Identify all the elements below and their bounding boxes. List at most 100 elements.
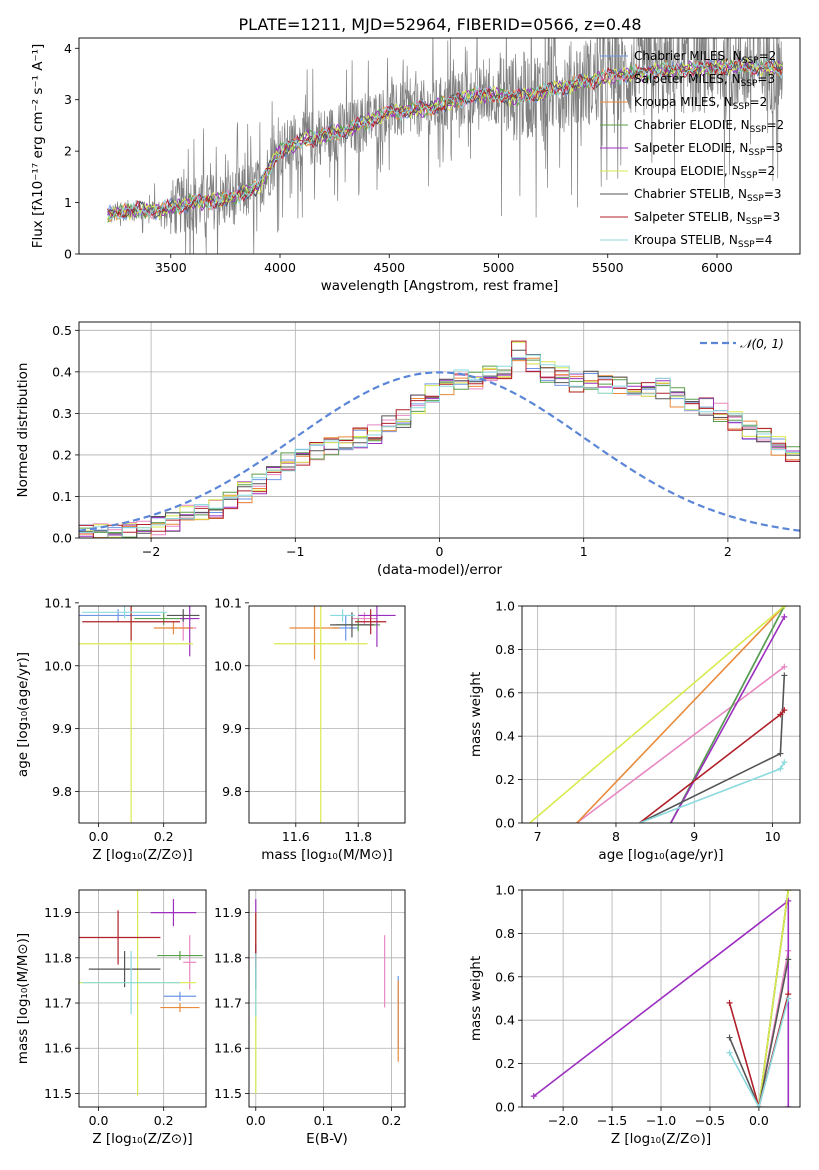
mass-weight-line-6: [728, 959, 790, 1107]
y-tick-label: 0.4: [52, 364, 72, 379]
y-tick-label: 11.6: [44, 1041, 72, 1056]
x-tick-label: −2.0: [548, 1113, 578, 1128]
mass-weight-line-5: [529, 606, 785, 823]
mass-weight-point: [726, 1049, 733, 1056]
plot-area: [249, 606, 405, 823]
y-tick-label: 11.6: [214, 1041, 242, 1056]
axes-frame: [78, 37, 801, 255]
y-tick-label: 11.8: [214, 950, 242, 965]
axes-frame: [78, 321, 801, 539]
mass-weight-point: [755, 1104, 762, 1107]
legend-end: =2: [750, 95, 768, 109]
legend-entry: Chabrier STELIB, NSSP=3: [634, 187, 782, 204]
y-axis-label: mass [log₁₀(M/M⊙)]: [15, 933, 31, 1064]
axes-frame: [248, 605, 406, 824]
panel-spectrum: 3500 4000 4500 5000 5500 6000 0 1 2 3 4 wavelength …: [30, 37, 801, 294]
y-tick-label: 9.9: [52, 721, 72, 736]
axes-frame: [521, 889, 801, 1108]
legend-text: Kroupa MILES, N: [634, 95, 733, 109]
legend-end: =3: [765, 141, 783, 155]
y-tick-label: 0.0: [52, 531, 72, 546]
legend-text: Chabrier ELODIE, N: [634, 118, 750, 132]
mass-weight-point: [781, 613, 788, 620]
legend-text: Chabrier STELIB, N: [634, 187, 747, 201]
figure-title: PLATE=1211, MJD=52964, FIBERID=0566, z=0…: [238, 15, 641, 34]
legend-sub: SSP: [748, 148, 765, 158]
legend-entry: Chabrier ELODIE, NSSP=2: [634, 118, 784, 135]
mass-weight-line-4: [670, 616, 786, 823]
x-tick-label: 0.2: [154, 829, 174, 844]
x-axis-label: age [log₁₀(age/yr)]: [598, 847, 723, 863]
x-axis-label: mass [log₁₀(M/M⊙)]: [261, 847, 392, 863]
x-tick-label: 0.0: [89, 1113, 109, 1128]
y-tick-label: 0.2: [52, 447, 72, 462]
axes-frame: [521, 605, 801, 824]
y-tick-label: 1: [64, 195, 72, 210]
axes-frame: [78, 605, 207, 824]
mass-weight-point: [785, 995, 792, 1002]
legend-sub: SSP: [747, 194, 764, 204]
mass-weight-line-8: [639, 761, 785, 823]
x-tick-label: 0: [436, 544, 444, 559]
x-tick-label: 10: [765, 829, 781, 844]
x-tick-label: 5000: [483, 260, 515, 275]
mass-weight-line-5: [758, 890, 790, 1107]
mass-weight-point: [781, 707, 788, 714]
y-tick-label: 9.9: [222, 721, 242, 736]
x-tick-label: 9: [690, 829, 698, 844]
x-tick-label: 4000: [264, 260, 296, 275]
mass-weight-point: [726, 999, 733, 1006]
panel-mass_weight_vs_Z: −2.0 −1.5 −1.0 −0.5 0.0 0.0 0.2 0.4 0.6 0.8 1.0 Z […: [468, 883, 801, 1147]
legend-sub: SSP: [750, 125, 767, 135]
legend-sub: SSP: [738, 240, 755, 250]
x-tick-label: −0.5: [695, 1113, 725, 1128]
legend-text: Kroupa ELODIE, N: [634, 164, 741, 178]
model-series-8: [107, 58, 783, 220]
plot-area: [249, 890, 405, 1107]
legend-entry: Salpeter ELODIE, NSSP=3: [634, 141, 783, 158]
y-tick-label: 10.1: [214, 595, 242, 610]
mass-weight-line-7: [639, 709, 785, 823]
mass-weight-point: [530, 1093, 537, 1100]
y-axis-label: mass weight: [468, 672, 484, 757]
mass-weight-point: [781, 672, 788, 679]
panel-residuals: −2 −1 0 1 2 0.0 0.1 0.2 0.3 0.4 0.5 (data-model)/er…: [15, 321, 801, 578]
legend-text: Salpeter MILES, N: [634, 72, 741, 86]
x-tick-label: 0.0: [89, 829, 109, 844]
mass-weight-point: [777, 711, 784, 718]
y-tick-label: 11.8: [44, 950, 72, 965]
x-tick-label: 0.0: [246, 1113, 266, 1128]
mass-weight-line-2: [576, 606, 785, 823]
y-axis-label: Flux [fλ10⁻¹⁷ erg cm⁻² s⁻¹ A⁻¹]: [30, 44, 46, 249]
mass-weight-point: [785, 956, 792, 963]
legend-text: Salpeter ELODIE, N: [634, 141, 748, 155]
x-tick-label: 6000: [701, 260, 733, 275]
mass-weight-point: [777, 765, 784, 772]
y-tick-label: 10.0: [44, 658, 72, 673]
x-tick-label: 8: [612, 829, 620, 844]
legend-sub: SSP: [742, 56, 759, 66]
y-tick-label: 3: [64, 92, 72, 107]
legend-text: Chabrier MILES, N: [634, 49, 742, 63]
legend-sub: SSP: [741, 79, 758, 89]
x-tick-label: −2: [142, 544, 160, 559]
plot-area: [106, 38, 783, 254]
x-tick-label: 7: [534, 829, 542, 844]
x-axis-label: (data-model)/error: [377, 562, 503, 578]
y-tick-label: 10.0: [214, 658, 242, 673]
legend-end: =3: [763, 210, 781, 224]
y-axis-label: Normed distribution: [15, 363, 31, 498]
mass-weight-point: [785, 1104, 792, 1107]
x-tick-label: 1: [580, 544, 588, 559]
y-tick-label: 0.5: [52, 323, 72, 338]
legend-end: =3: [757, 72, 775, 86]
panel-age_vs_mass: 11.6 11.8 9.8 9.9 10.0 10.1 mass [log₁₀(M/M⊙)]: [214, 595, 406, 863]
y-tick-label: 0.6: [495, 969, 515, 984]
x-axis-label: Z [log₁₀(Z/Z⊙)]: [92, 1131, 192, 1147]
x-axis-label: E(B-V): [306, 1131, 348, 1147]
y-tick-label: 0.0: [495, 1100, 515, 1115]
y-tick-label: 0.3: [52, 406, 72, 421]
plot-area: [522, 890, 800, 1107]
y-tick-label: 0.6: [495, 685, 515, 700]
